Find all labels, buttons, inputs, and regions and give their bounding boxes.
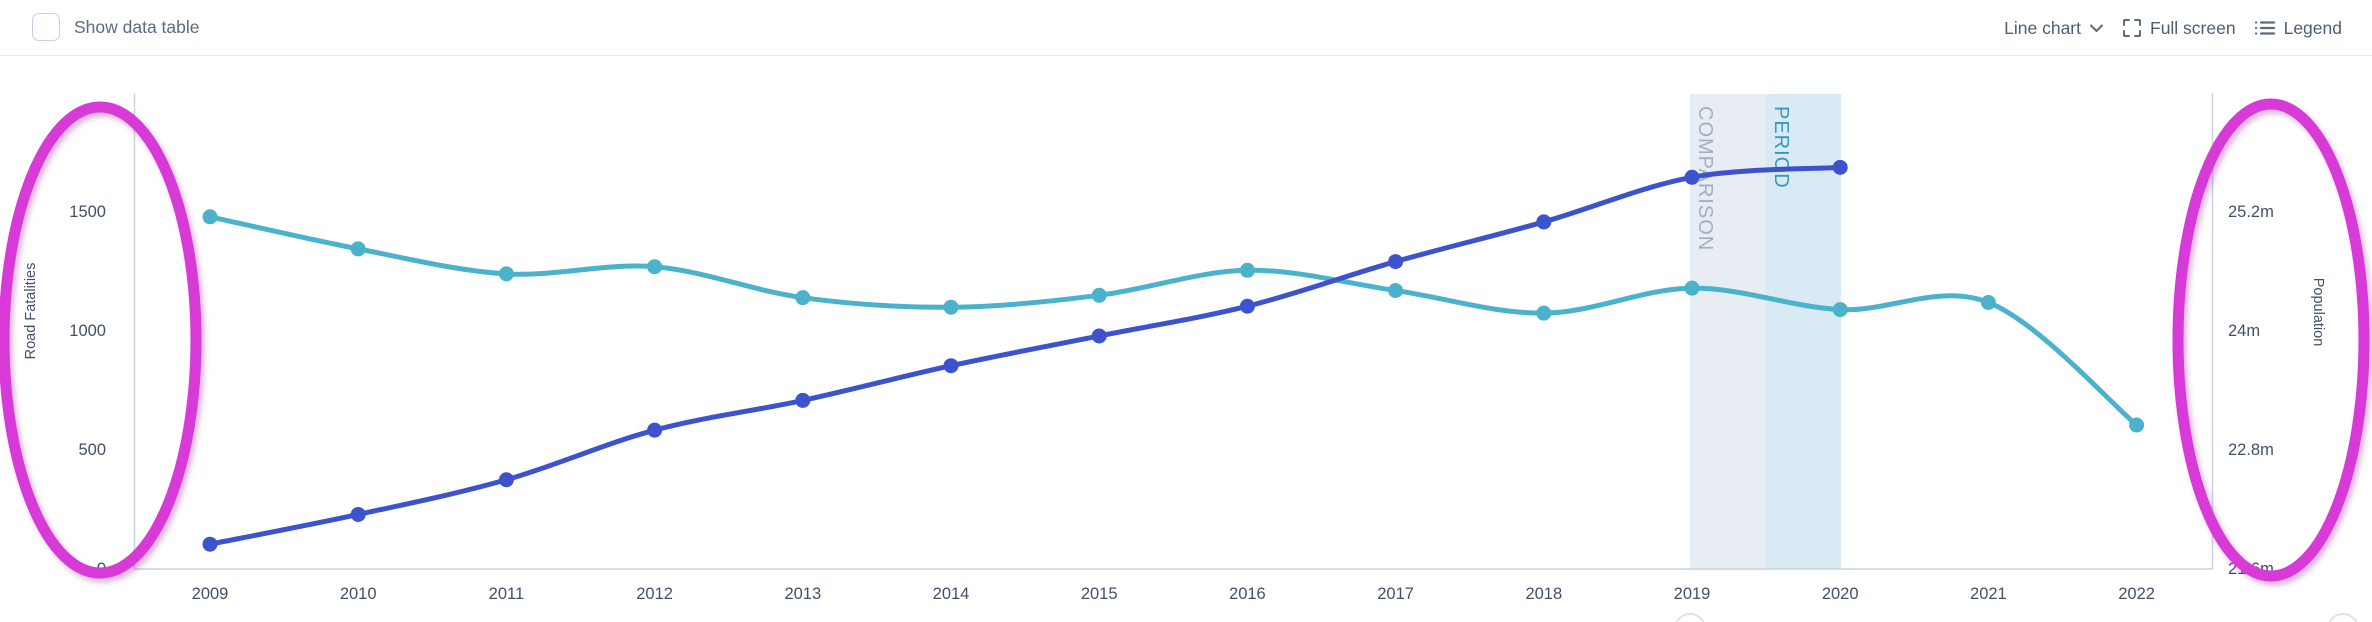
population-point[interactable] bbox=[1536, 214, 1552, 230]
road-fatalities-point[interactable] bbox=[795, 290, 811, 306]
x-axis-tick: 2021 bbox=[1970, 585, 2007, 603]
left-axis-tick: 500 bbox=[78, 441, 106, 459]
chevron-down-icon bbox=[2090, 24, 2103, 32]
legend-button[interactable]: Legend bbox=[2254, 18, 2342, 39]
road-fatalities-point[interactable] bbox=[1832, 302, 1848, 318]
road-fatalities-point[interactable] bbox=[1388, 283, 1404, 299]
population-point[interactable] bbox=[1091, 328, 1107, 344]
population-point[interactable] bbox=[1239, 298, 1255, 314]
x-axis-tick: 2015 bbox=[1080, 585, 1118, 603]
population-point[interactable] bbox=[498, 472, 514, 488]
legend-label: Legend bbox=[2283, 17, 2342, 38]
population-point[interactable] bbox=[350, 506, 366, 522]
road-fatalities-point[interactable] bbox=[1684, 280, 1700, 296]
population-point[interactable] bbox=[1832, 159, 1848, 175]
road-fatalities-point[interactable] bbox=[1239, 262, 1255, 278]
annotation-ellipse-left bbox=[0, 101, 202, 579]
x-axis-tick: 2017 bbox=[1377, 585, 1414, 603]
fullscreen-label: Full screen bbox=[2150, 17, 2236, 38]
comparison-band-label: COMPARISON bbox=[1694, 106, 1716, 252]
x-axis-tick: 2010 bbox=[339, 585, 377, 603]
population-point[interactable] bbox=[1388, 254, 1404, 270]
population-point[interactable] bbox=[1684, 169, 1700, 185]
right-axis-tick: 22.8m bbox=[2228, 441, 2274, 459]
nav-handle[interactable] bbox=[2328, 613, 2358, 622]
show-data-table-checkbox[interactable] bbox=[32, 13, 60, 41]
population-point[interactable] bbox=[795, 392, 811, 408]
population-point[interactable] bbox=[202, 536, 218, 552]
x-axis-tick: 2019 bbox=[1673, 585, 1711, 603]
right-axis-tick: 24m bbox=[2228, 322, 2261, 340]
chart-controls: Line chart Full screen Legend bbox=[2004, 0, 2342, 56]
road-fatalities-point[interactable] bbox=[498, 266, 514, 282]
road-fatalities-point[interactable] bbox=[647, 259, 663, 275]
x-axis-tick: 2012 bbox=[636, 585, 673, 603]
left-axis-tick: 1500 bbox=[69, 203, 106, 221]
x-axis-tick: 2014 bbox=[932, 585, 970, 603]
annotation-ellipse-right bbox=[2172, 98, 2370, 582]
fullscreen-icon bbox=[2123, 19, 2141, 37]
population-point[interactable] bbox=[647, 422, 663, 438]
legend-icon bbox=[2254, 21, 2275, 35]
x-axis-tick: 2009 bbox=[191, 585, 229, 603]
road-fatalities-point[interactable] bbox=[1091, 287, 1107, 303]
x-axis-tick: 2016 bbox=[1229, 585, 1266, 603]
road-fatalities-point[interactable] bbox=[943, 299, 959, 315]
population-line bbox=[207, 164, 1843, 547]
fullscreen-button[interactable]: Full screen bbox=[2122, 18, 2236, 39]
nav-handle[interactable] bbox=[1675, 613, 1705, 622]
road-fatalities-point[interactable] bbox=[2129, 417, 2145, 433]
show-data-table-label: Show data table bbox=[74, 17, 200, 37]
axis-frame bbox=[133, 93, 2214, 570]
period-band bbox=[1766, 94, 1842, 569]
header-divider bbox=[0, 55, 2372, 56]
right-axis-tick: 25.2m bbox=[2228, 203, 2274, 221]
road-fatalities-point[interactable] bbox=[1980, 294, 1996, 310]
population-point[interactable] bbox=[943, 358, 959, 374]
toolbar: Show data table Line chart Full screen bbox=[0, 0, 2372, 56]
x-axis-tick: 2022 bbox=[2118, 585, 2155, 603]
chart-type-dropdown[interactable]: Line chart bbox=[2004, 18, 2104, 39]
x-axis-tick: 2011 bbox=[488, 585, 525, 603]
x-axis-tick: 2013 bbox=[784, 585, 822, 603]
x-axis-tick: 2018 bbox=[1525, 585, 1563, 603]
road-fatalities-point[interactable] bbox=[350, 241, 366, 257]
x-axis-tick: 2020 bbox=[1821, 585, 1859, 603]
left-axis-tick: 1000 bbox=[69, 322, 106, 340]
chart-type-label: Line chart bbox=[2004, 17, 2081, 38]
road-fatalities-point[interactable] bbox=[202, 209, 218, 225]
road-fatalities-point[interactable] bbox=[1536, 305, 1552, 321]
